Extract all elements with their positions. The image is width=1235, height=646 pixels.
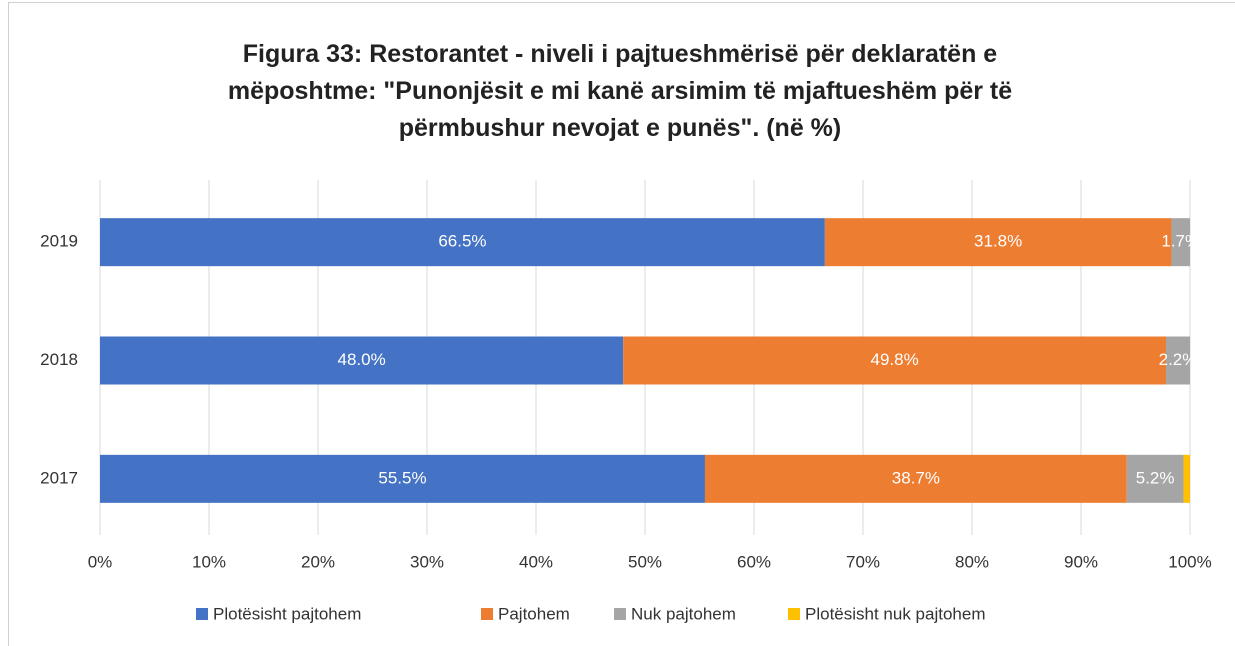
y-tick-label: 2018 — [40, 350, 78, 369]
legend-label: Plotësisht pajtohem — [213, 604, 361, 623]
bar-segment — [100, 218, 825, 267]
chart-border — [8, 2, 1235, 646]
legend-label: Plotësisht nuk pajtohem — [805, 604, 986, 623]
data-label: 66.5% — [438, 232, 486, 251]
bar-segment — [704, 454, 1127, 503]
x-tick-label: 50% — [628, 552, 662, 571]
data-label: 48.0% — [337, 350, 385, 369]
bar-segment — [1171, 218, 1190, 267]
legend-swatch — [196, 608, 208, 620]
data-label: 31.8% — [974, 232, 1022, 251]
chart-title: Figura 33: Restorantet - niveli i pajtue… — [227, 40, 1013, 142]
data-label: 2.2% — [1159, 350, 1198, 369]
legend-swatch — [481, 608, 493, 620]
data-label: 49.8% — [871, 350, 919, 369]
bar-segment — [623, 336, 1167, 385]
bar-segment — [1126, 454, 1184, 503]
bar-segment — [824, 218, 1172, 267]
x-tick-label: 80% — [955, 552, 989, 571]
bar-segment — [1166, 336, 1190, 385]
x-tick-label: 40% — [519, 552, 553, 571]
data-label: 5.2% — [1136, 468, 1175, 487]
legend-swatch — [614, 608, 626, 620]
legend-label: Pajtohem — [498, 604, 570, 623]
x-tick-label: 60% — [737, 552, 771, 571]
x-tick-label: 0% — [88, 552, 113, 571]
x-tick-label: 100% — [1168, 552, 1211, 571]
x-tick-label: 70% — [846, 552, 880, 571]
x-tick-label: 30% — [410, 552, 444, 571]
x-tick-label: 10% — [192, 552, 226, 571]
bar-segment — [100, 454, 705, 503]
x-tick-label: 20% — [301, 552, 335, 571]
data-label: 1.7% — [1161, 232, 1200, 251]
bar-segment — [1183, 454, 1190, 503]
bar-segment — [100, 336, 624, 385]
legend-swatch — [788, 608, 800, 620]
data-label: 38.7% — [892, 468, 940, 487]
data-label: 55.5% — [378, 468, 426, 487]
y-tick-label: 2019 — [40, 232, 78, 251]
x-tick-label: 90% — [1064, 552, 1098, 571]
y-tick-label: 2017 — [40, 468, 78, 487]
legend-label: Nuk pajtohem — [631, 604, 736, 623]
